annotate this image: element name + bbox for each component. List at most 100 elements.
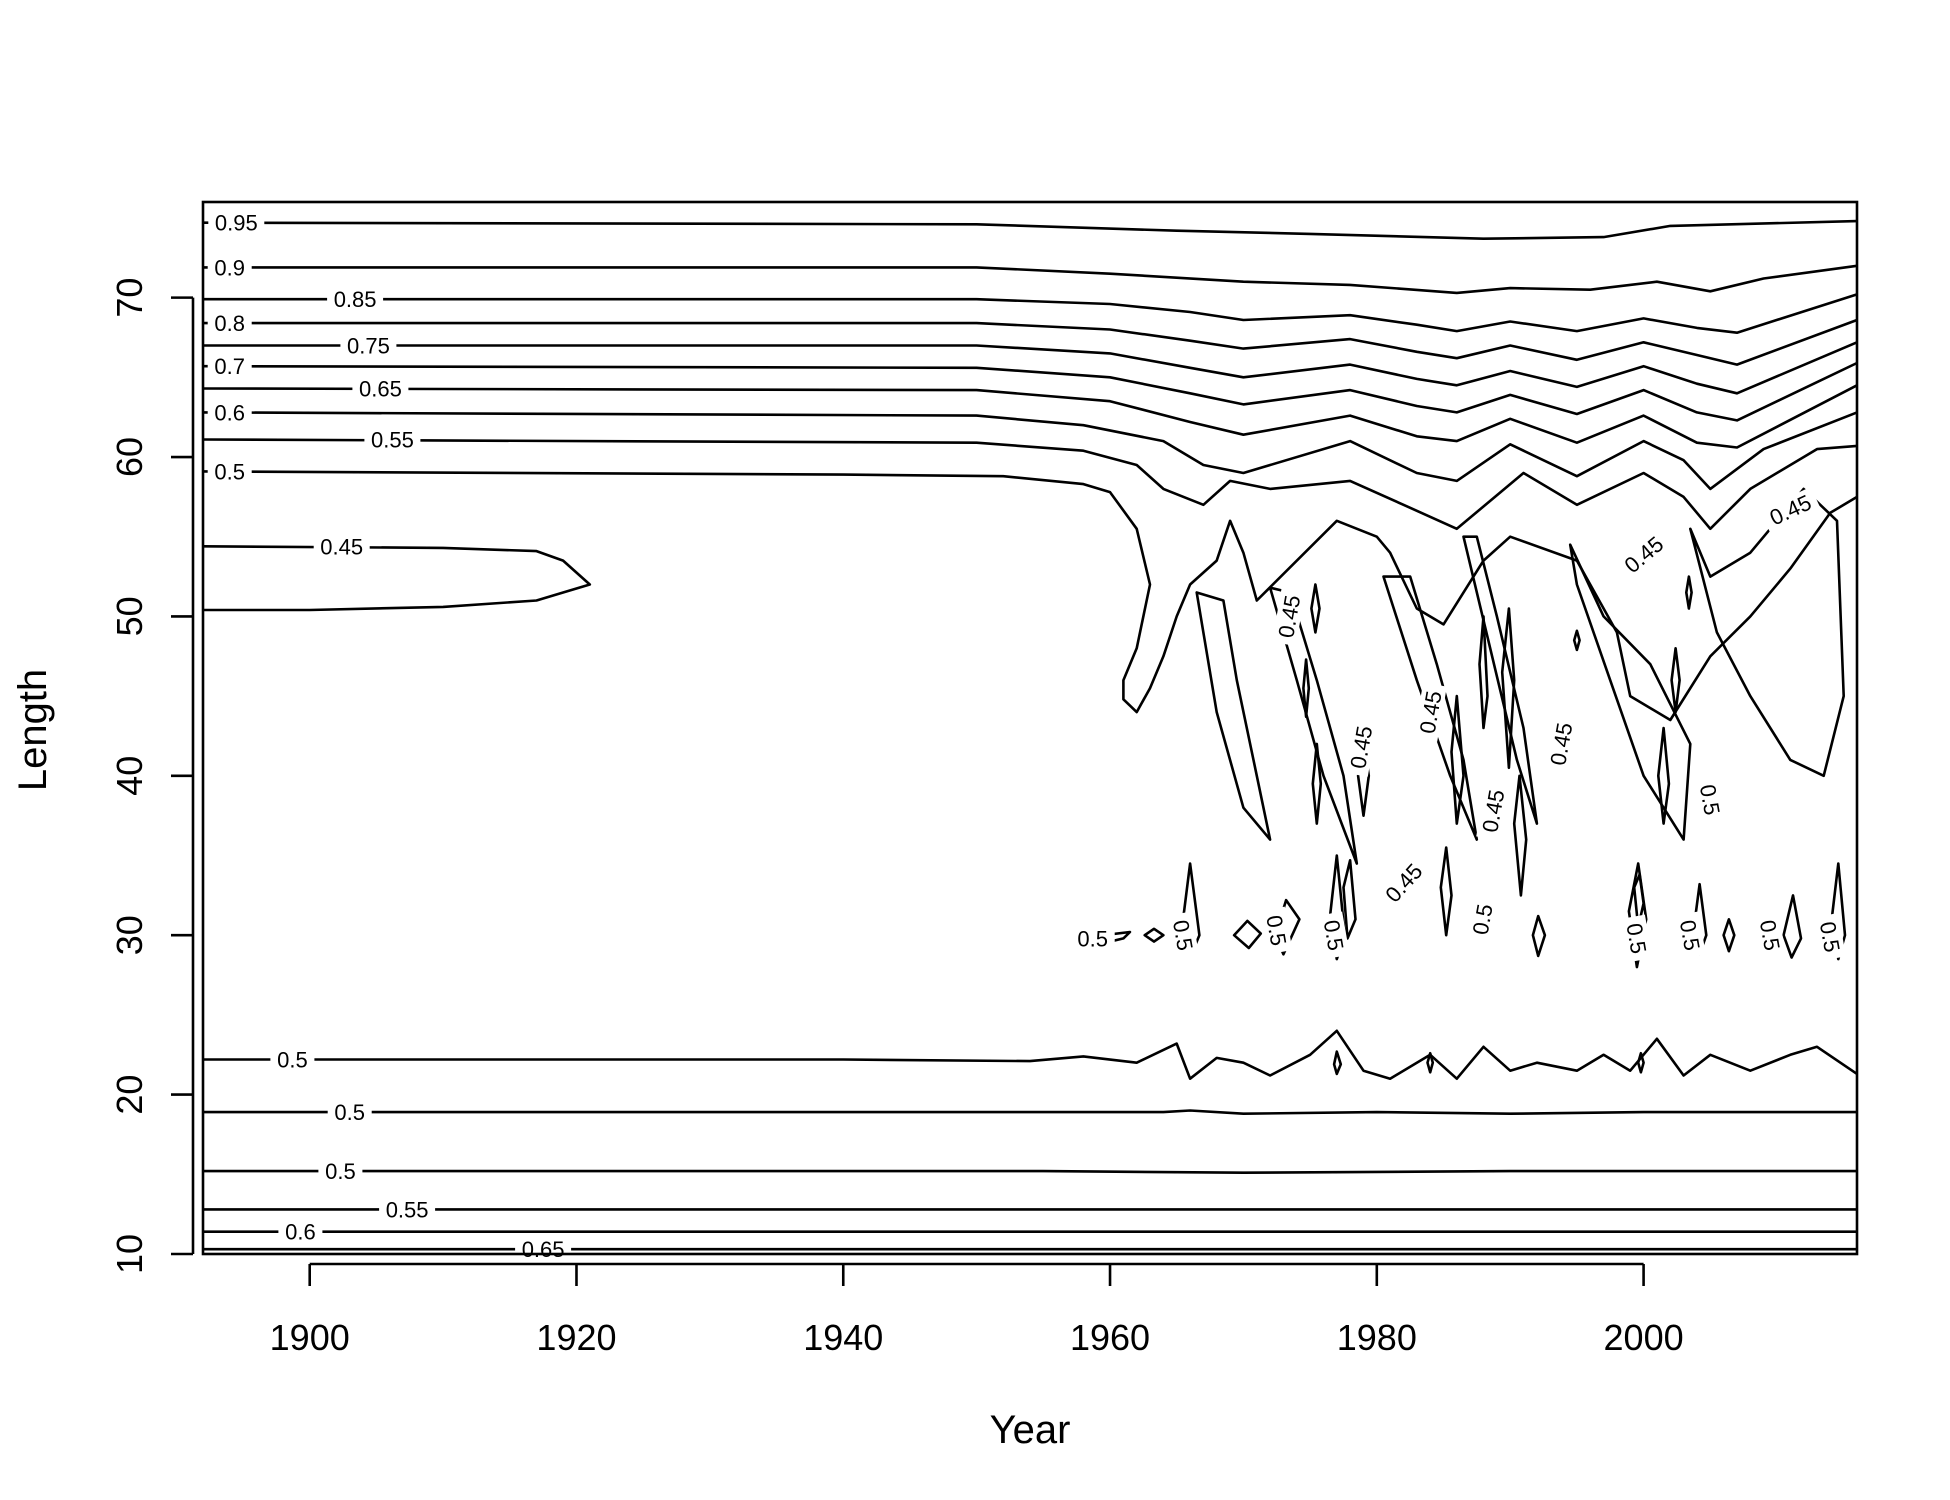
contour-label: 0.65: [522, 1237, 565, 1262]
contour-line-05-13: [203, 1169, 1857, 1174]
contour-label-bg: [1466, 895, 1498, 944]
x-axis: 1900 1920 1940 1960 1980 2000: [270, 1262, 1684, 1358]
contour-label-group-14: 0.55: [379, 1197, 436, 1222]
x-tick-label: 1900: [270, 1317, 350, 1358]
contour-label: 0.5: [325, 1159, 356, 1184]
contour-label-bg: [278, 1219, 323, 1244]
contour-line-075-4: [203, 341, 1858, 395]
contour-line-09-1: [203, 264, 1858, 295]
contour-label-bg: [207, 311, 252, 336]
contour-label-group-24: 0.45: [1759, 486, 1821, 533]
contour-loop-05-13: [1311, 742, 1323, 825]
contour-label-group-22: 0.45: [1375, 853, 1432, 912]
contour-loop-05-27: [1670, 646, 1681, 714]
contour-label-group-5: 0.7: [207, 354, 252, 379]
contour-label-bg: [1621, 914, 1653, 963]
contour-label: 0.5: [277, 1048, 308, 1073]
contour-label-bg: [1344, 717, 1378, 777]
contour-label: 0.45: [320, 534, 363, 559]
contour-loop-05-30: [1722, 917, 1736, 953]
contour-loop-05-18: [1450, 694, 1465, 825]
contour-label: 0.6: [285, 1220, 316, 1245]
contour-label: 0.45: [1415, 689, 1447, 736]
contour-label-bg: [1814, 913, 1846, 961]
contour-loop-05-25: [1632, 873, 1645, 929]
y-tick-label: 20: [109, 1075, 150, 1115]
contour-label-bg: [1694, 775, 1726, 824]
contour-label-group-0: 0.95: [208, 210, 265, 236]
y-tick-label: 40: [109, 756, 150, 796]
contour-label-group-9: 0.5: [207, 459, 252, 484]
contour-label-group-12: 0.5: [327, 1100, 372, 1125]
contour-label: 0.5: [1695, 783, 1725, 817]
contour-label-group-11: 0.5: [270, 1047, 315, 1073]
contour-label-bg: [207, 255, 252, 280]
contour-label-bg: [1759, 486, 1821, 533]
contour-label-bg: [1261, 906, 1293, 955]
y-tick-label: 60: [109, 437, 150, 477]
contour-label-group-29: 0.5: [1466, 895, 1498, 944]
contour-label-group-3: 0.8: [207, 311, 252, 336]
contour-line-05-9: [202, 470, 1858, 722]
contour-labels: 0.95 0.9 0.85 0.8 0.75 0.7 0.65 0.6 0.55 0.5 0.45 0…: [207, 210, 1846, 1262]
contour-line-08-3: [203, 318, 1858, 366]
contour-label-bg: [364, 427, 421, 452]
contour-label-bg: [1070, 926, 1115, 951]
x-tick-label: 2000: [1604, 1317, 1684, 1358]
contour-loop-05-20: [1500, 607, 1516, 770]
contour-label-bg: [313, 534, 370, 559]
contour-label: 0.75: [347, 334, 390, 359]
contour-label: 0.5: [1077, 926, 1108, 951]
y-tick-label: 50: [109, 596, 150, 636]
contour-loop-05-19: [1478, 615, 1489, 730]
contour-loop-045-4: [1568, 543, 1692, 841]
contour-label-group-30: 0.5: [1621, 914, 1653, 963]
contour-label: 0.5: [1621, 921, 1651, 955]
contour-label-bg: [1413, 682, 1447, 742]
contour-label-group-28: 0.5: [1318, 911, 1350, 959]
contour-label-bg: [352, 376, 409, 401]
contour-label-group-16: 0.65: [515, 1237, 572, 1262]
contour-label-group-27: 0.5: [1261, 906, 1293, 955]
contour-label: 0.5: [334, 1100, 365, 1125]
y-axis: 10 20 30 40 50 60 70: [109, 278, 195, 1274]
contour-label: 0.65: [359, 377, 402, 402]
y-tick-label: 30: [109, 915, 150, 955]
contour-line-065-6: [202, 384, 1858, 449]
contour-line-06-7: [202, 411, 1858, 491]
plot-frame: [201, 200, 1859, 1256]
contour-label: 0.5: [1755, 918, 1785, 952]
contour-label-group-15: 0.6: [278, 1219, 323, 1245]
contour-loop-05-15: [1342, 858, 1357, 940]
contour-loop-045-3: [1462, 535, 1539, 825]
contour-label: 0.5: [214, 459, 245, 484]
contour-loop-045-0: [1195, 591, 1272, 841]
contour-line-095-0: [202, 219, 1858, 240]
contour-label: 0.8: [214, 311, 245, 336]
contour-label-group-6: 0.65: [352, 376, 409, 402]
contour-label-group-13: 0.5: [318, 1159, 363, 1184]
contour-label-group-19: 0.45: [1413, 682, 1447, 742]
contour-label: 0.45: [1545, 721, 1577, 768]
contour-label-bg: [1754, 911, 1786, 959]
contour-line-055-8: [202, 438, 1858, 531]
contour-line-07-5: [202, 361, 1858, 422]
contour-label-group-7: 0.6: [207, 400, 252, 425]
contour-label: 0.45: [1273, 593, 1305, 640]
contour-label-bg: [1272, 586, 1306, 647]
contour-label-group-26: 0.5: [1167, 911, 1200, 959]
contour-label-group-1: 0.9: [207, 255, 252, 280]
contour-loop-05-12: [1310, 583, 1321, 634]
contour-label-bg: [270, 1047, 315, 1072]
contour-line-085-2: [203, 293, 1858, 335]
contour-label-bg: [1674, 911, 1706, 959]
contour-label: 0.85: [334, 287, 377, 312]
contour-label-bg: [379, 1197, 436, 1222]
contour-loop-05-28: [1685, 575, 1693, 610]
contour-label-bg: [1375, 853, 1432, 912]
x-tick-label: 1960: [1070, 1317, 1150, 1358]
y-axis-title: Length: [11, 669, 55, 791]
contour-loop-05-33: [1332, 1050, 1343, 1076]
contour-label-bg: [515, 1237, 572, 1262]
